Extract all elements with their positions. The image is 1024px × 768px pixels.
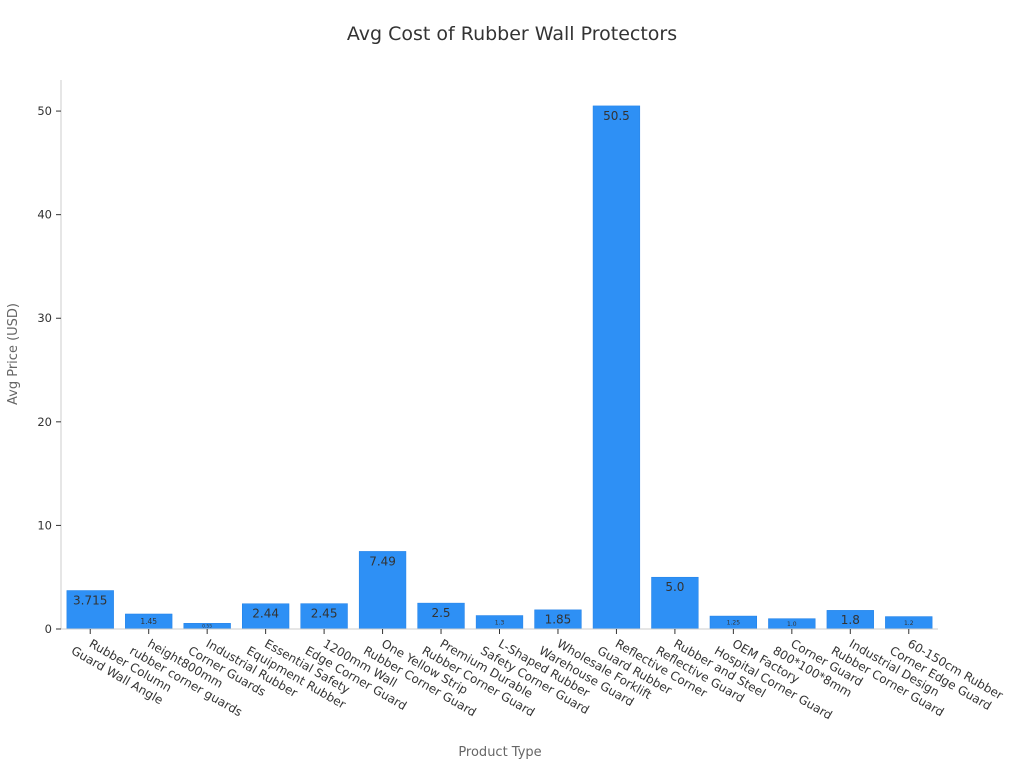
bar-value-label: 2.44 <box>252 607 279 621</box>
bar <box>651 576 699 630</box>
bar-value-label: 2.45 <box>311 607 338 621</box>
y-axis: 0 10 20 30 40 50 <box>37 80 62 636</box>
y-axis-title: Avg Price (USD) <box>6 303 21 405</box>
value-labels: 3.715 1.45 0.55 2.44 2.45 7.49 2.5 1.3 1.85 50.5 5… <box>73 109 914 630</box>
y-tick-label: 30 <box>37 311 52 325</box>
bar-value-label: 1.0 <box>787 621 797 628</box>
bar-value-label: 1.85 <box>545 613 572 627</box>
x-axis: Rubber ColumnGuard Wall Angleheight800mm… <box>61 628 1005 722</box>
bar-value-label: 7.49 <box>369 554 396 568</box>
bar-value-label: 5.0 <box>665 580 684 594</box>
bar-value-label: 2.5 <box>431 606 450 620</box>
y-tick-label: 20 <box>37 415 52 429</box>
bar-value-label: 0.55 <box>202 624 212 630</box>
bar-value-label: 1.45 <box>140 617 157 626</box>
bar-value-label: 3.715 <box>73 594 107 608</box>
y-tick-label: 0 <box>45 622 52 636</box>
bar-value-label: 1.8 <box>841 613 860 627</box>
y-tick-label: 10 <box>37 518 52 532</box>
bar <box>417 602 465 630</box>
bar-value-label: 1.2 <box>904 620 914 627</box>
bar <box>592 105 641 630</box>
bar-value-label: 1.3 <box>495 619 505 626</box>
bar-value-label: 50.5 <box>603 109 630 123</box>
y-tick-label: 40 <box>37 208 52 222</box>
bars <box>66 105 933 630</box>
bar-value-label: 1.25 <box>727 620 741 627</box>
y-tick-label: 50 <box>37 104 52 118</box>
x-axis-title: Product Type <box>458 745 541 760</box>
chart-title: Avg Cost of Rubber Wall Protectors <box>347 23 677 45</box>
